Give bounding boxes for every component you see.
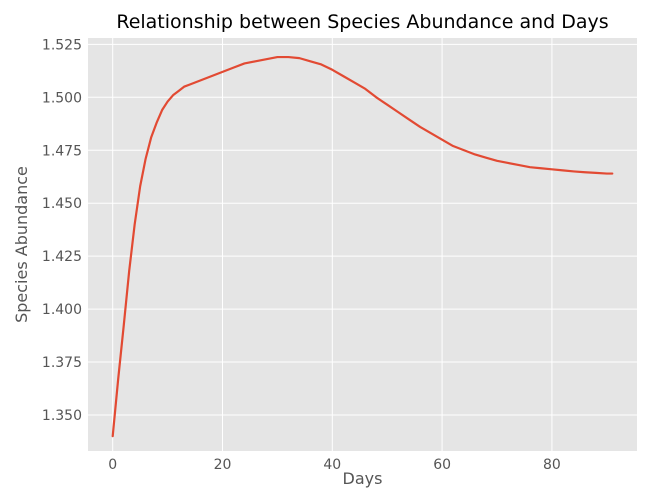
x-axis-label: Days [343,469,383,488]
y-tick-label: 1.525 [42,37,82,53]
grid-lines [88,38,637,451]
y-axis-label: Species Abundance [12,166,31,323]
series-layer [111,55,614,438]
chart-title: Relationship between Species Abundance a… [116,11,608,33]
x-tick-label: 0 [108,457,117,473]
x-tick-label: 80 [543,457,561,473]
y-tick-label: 1.475 [42,143,82,159]
y-tick-label: 1.375 [42,355,82,371]
plot-area [88,38,637,451]
x-tick-label: 20 [214,457,232,473]
y-tick-label: 1.500 [42,90,82,106]
tick-labels: 0 20 40 60 80 1.350 1.375 1.400 1.425 1.450 1.475 1… [42,37,561,473]
y-tick-label: 1.450 [42,196,82,212]
x-tick-label: 40 [323,457,341,473]
x-tick-label: 60 [433,457,451,473]
y-tick-label: 1.400 [42,302,82,318]
y-tick-label: 1.350 [42,408,82,424]
series-line [111,55,614,438]
y-tick-label: 1.425 [42,249,82,265]
